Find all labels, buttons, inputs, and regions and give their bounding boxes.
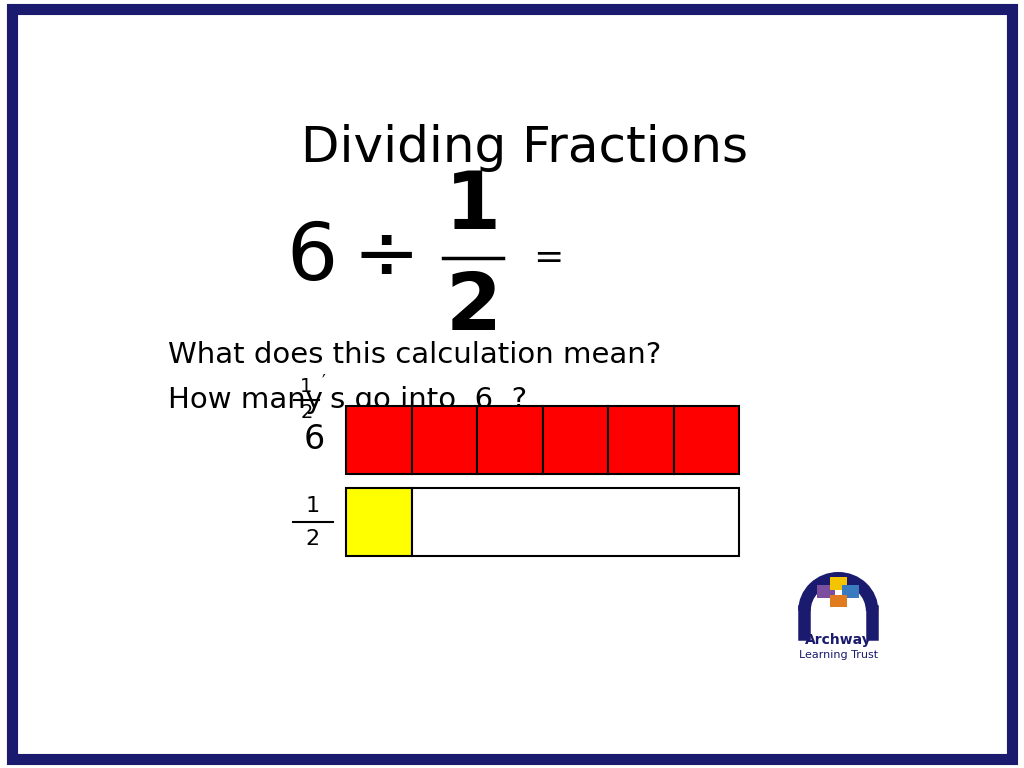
Text: $6 \div$: $6 \div$ [286, 219, 414, 296]
Bar [346, 488, 412, 556]
Text: s go into  6  ?: s go into 6 ? [331, 386, 527, 414]
Text: 2: 2 [300, 403, 312, 422]
Text: 1: 1 [445, 168, 501, 247]
Bar [674, 406, 739, 474]
Bar [346, 406, 412, 474]
Text: Learning Trust: Learning Trust [799, 650, 878, 660]
Bar [412, 406, 477, 474]
Text: What does this calculation mean?: What does this calculation mean? [168, 341, 660, 369]
Bar [412, 488, 739, 556]
Text: Dividing Fractions: Dividing Fractions [301, 124, 749, 172]
Text: 2: 2 [306, 529, 319, 549]
Text: 6: 6 [304, 423, 326, 456]
Text: How many: How many [168, 386, 332, 414]
Bar [477, 406, 543, 474]
Text: 1: 1 [306, 496, 319, 516]
Text: 1: 1 [300, 377, 312, 396]
Text: Archway: Archway [805, 633, 871, 647]
Text: 2: 2 [445, 269, 501, 347]
Text: ′: ′ [322, 373, 326, 391]
Bar [608, 406, 674, 474]
Text: =: = [532, 240, 563, 275]
Bar [543, 406, 608, 474]
